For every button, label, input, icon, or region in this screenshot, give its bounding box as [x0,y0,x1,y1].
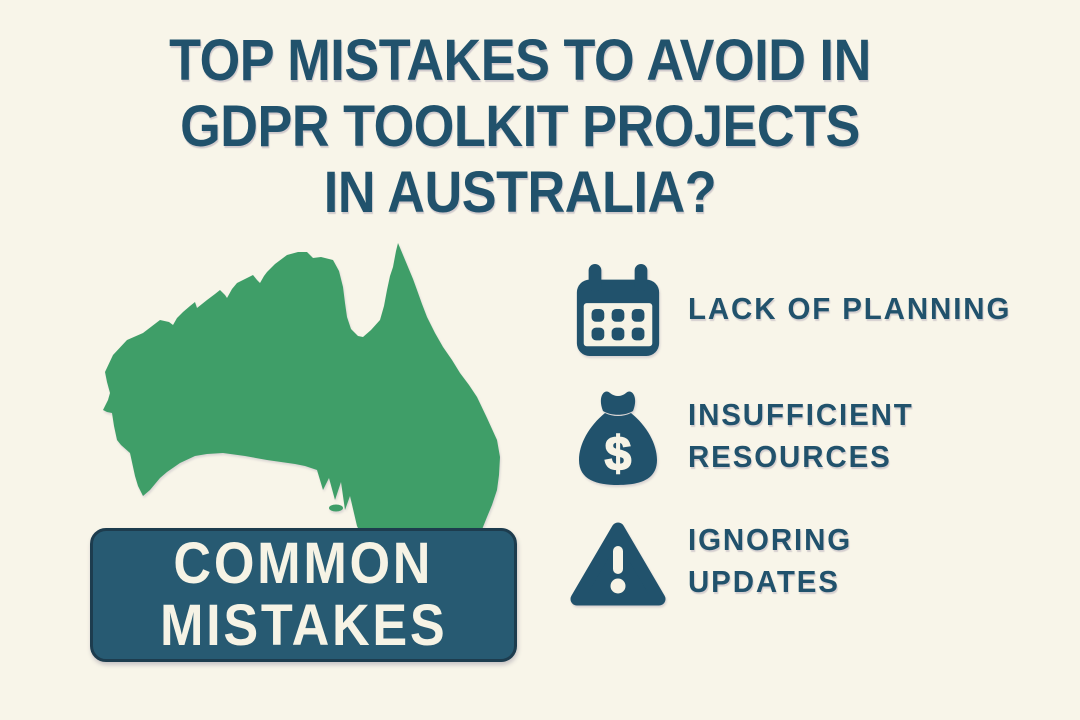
list-item-lack-of-planning: LACK OF PLANNING [570,262,1050,356]
item-label: INSUFFICIENT RESOURCES [688,394,926,478]
item-label-line-1: IGNORING [688,522,853,557]
calendar-icon [570,262,666,356]
item-label-line-2: RESOURCES [688,439,892,474]
item-label: LACK OF PLANNING [688,288,1028,330]
item-label-line-2: UPDATES [688,564,840,599]
mistake-list: LACK OF PLANNING $ INSUFFICIENT RESOURCE… [570,262,1050,606]
badge-line-2: MISTAKES [159,593,448,658]
dollar-sign: $ [605,428,632,481]
badge-line-1: COMMON [173,531,434,596]
australia-map [103,243,500,568]
item-label-line-1: INSUFFICIENT [688,397,914,432]
item-label: IGNORING UPDATES [688,519,861,603]
list-item-ignoring-updates: IGNORING UPDATES [570,516,1050,606]
title-line-3: IN AUSTRALIA? [323,160,717,225]
common-mistakes-badge: COMMON MISTAKES [90,528,517,662]
warning-icon [570,516,666,606]
list-item-insufficient-resources: $ INSUFFICIENT RESOURCES [570,384,1050,488]
title-line-1: TOP MISTAKES TO AVOID IN [169,28,871,93]
money-bag-icon: $ [570,384,666,488]
title-line-2: GDPR TOOLKIT PROJECTS [180,94,860,159]
page-title: TOP MISTAKES TO AVOID IN GDPR TOOLKIT PR… [0,28,1040,226]
item-label-line-1: LACK OF PLANNING [688,291,1012,326]
